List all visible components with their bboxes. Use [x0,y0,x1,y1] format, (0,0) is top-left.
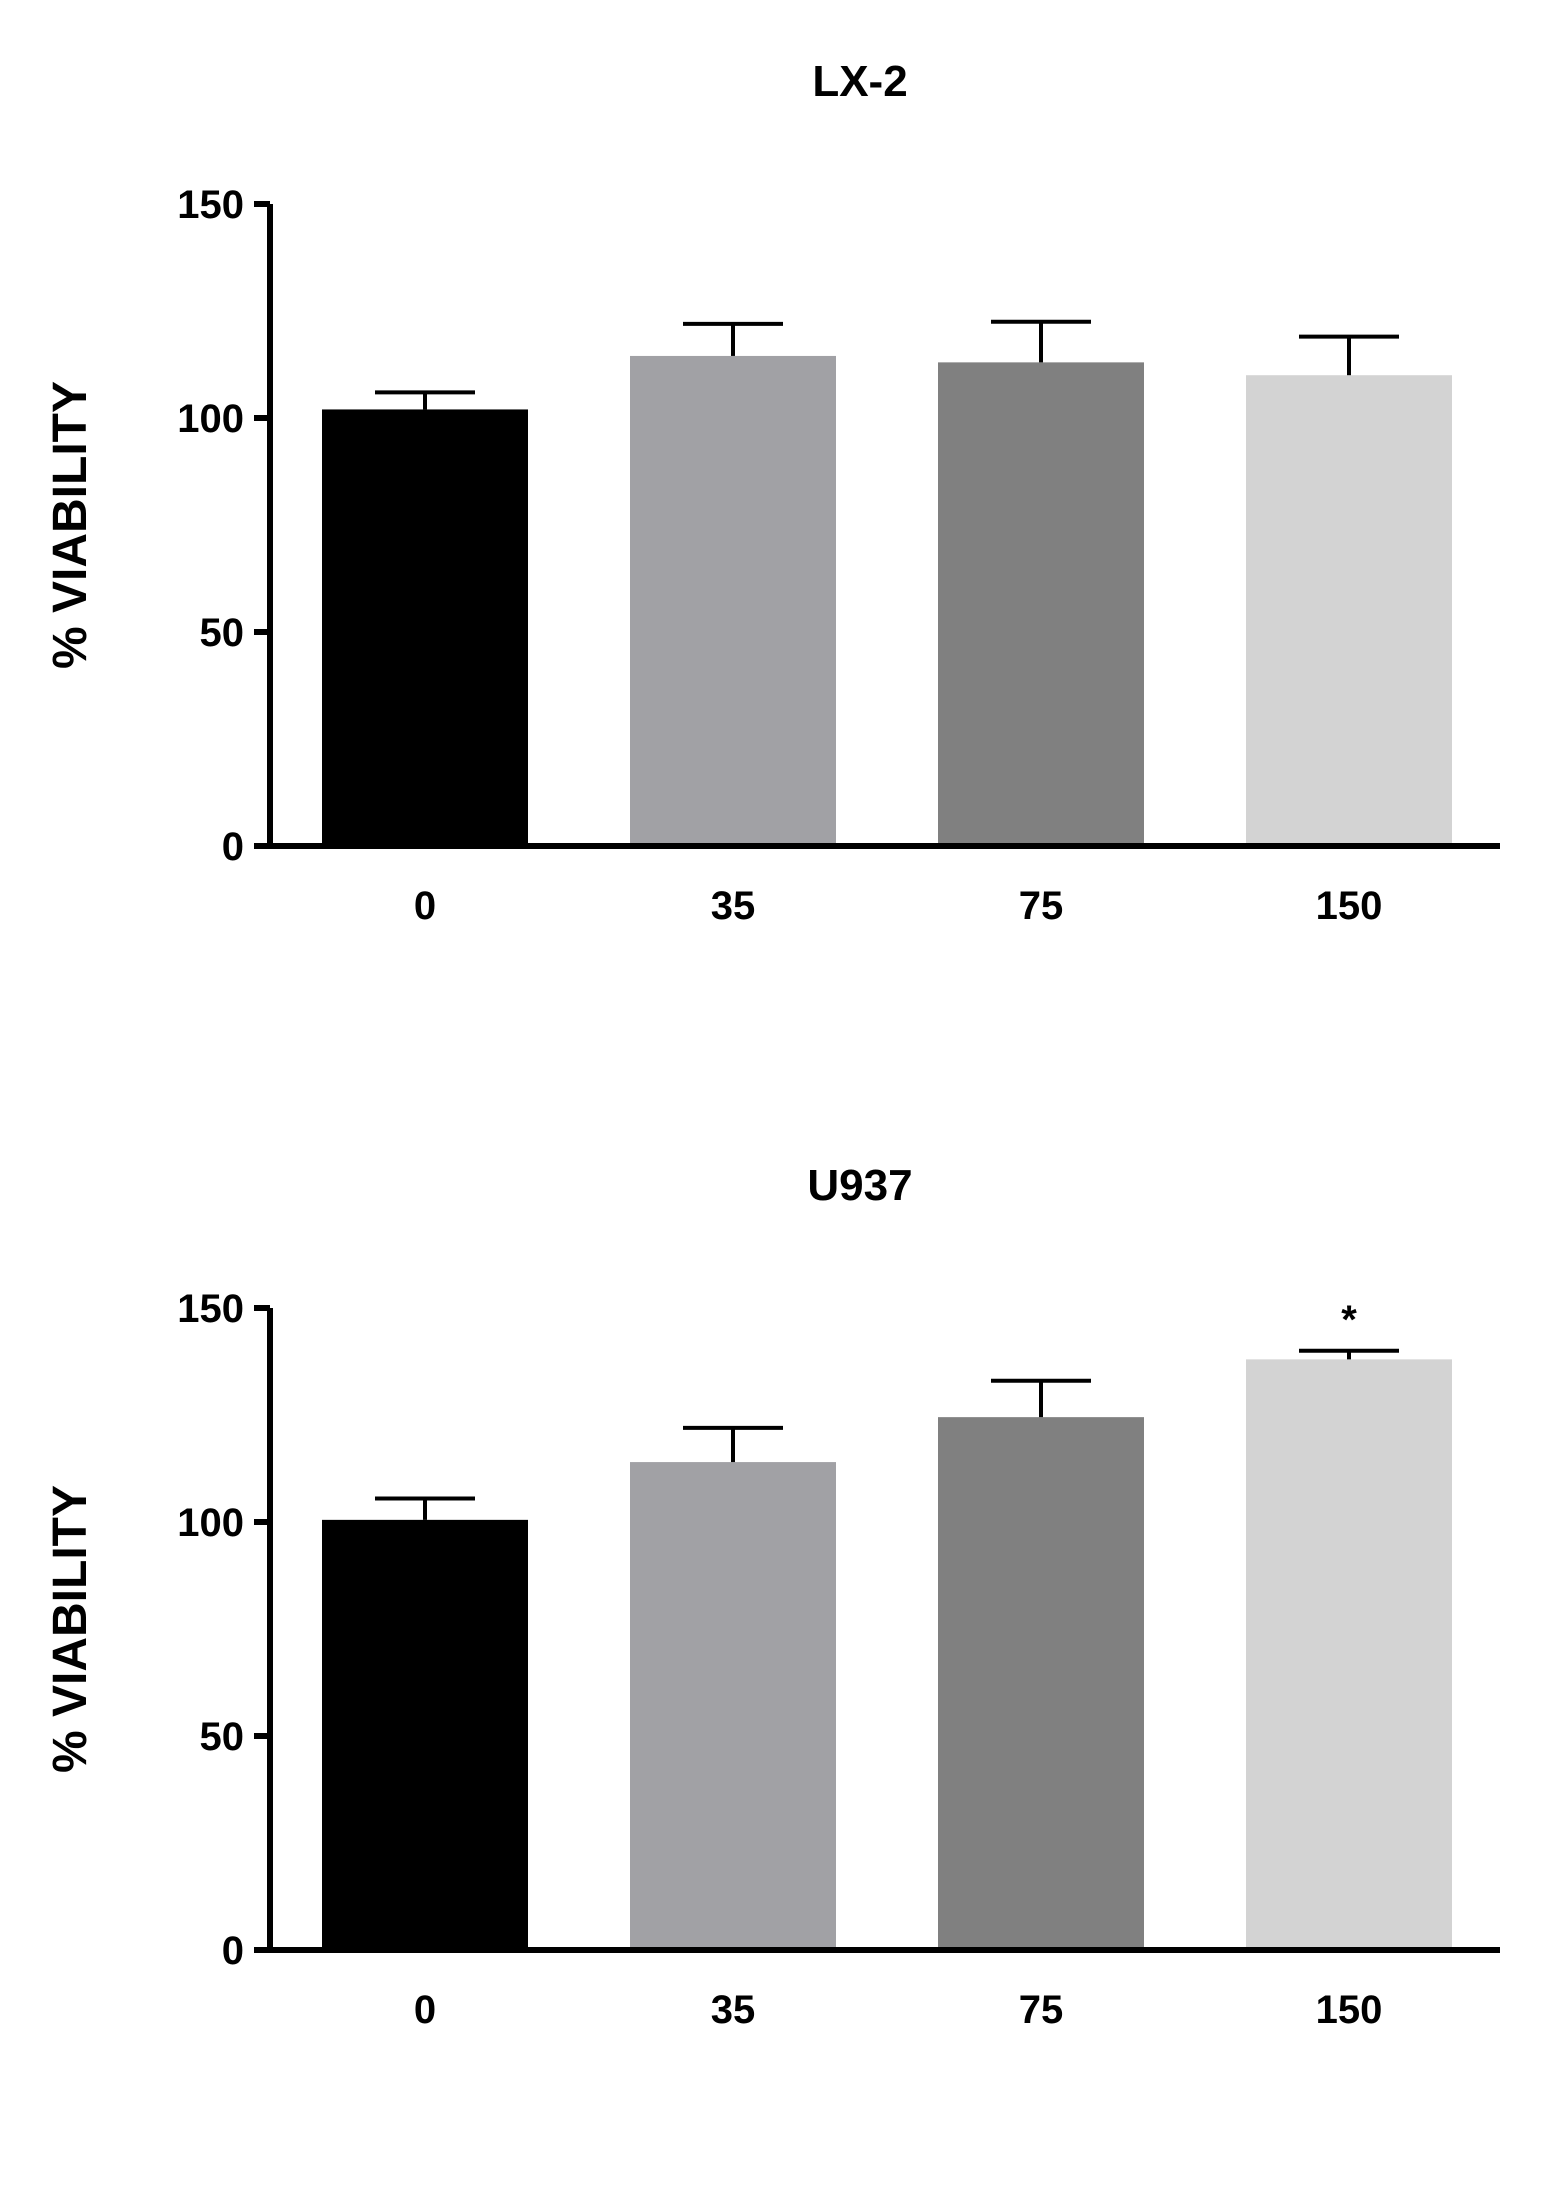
error-bar-150 [1299,334,1399,376]
chart-lx2: LX-2 % VIABILITY 0 35 75 150 0 50 100 150 [44,57,1500,928]
bar-150 [1246,1359,1452,1950]
bar-0 [322,1519,528,1950]
y-tick-label: 50 [200,611,245,655]
x-tick-label: 0 [414,1988,436,2032]
bar-0 [322,409,528,846]
y-tick-label: 0 [222,825,244,869]
x-tick-label: 75 [1019,1988,1064,2032]
x-tick-label: 35 [711,884,756,928]
error-bar-35 [683,1425,783,1463]
x-tick-label: 75 [1019,884,1064,928]
y-tick-label: 150 [177,1287,244,1331]
bar-35 [630,1462,836,1950]
x-tick-label: 150 [1316,1988,1383,2032]
y-tick-label: 100 [177,397,244,441]
error-bar-150 [1299,1348,1399,1360]
y-axis-label: % VIABILITY [44,381,97,669]
error-bar-0 [375,390,475,410]
chart-title: LX-2 [812,57,907,106]
y-tick-label: 150 [177,183,244,227]
error-bar-0 [375,1496,475,1520]
x-tick-label: 150 [1316,884,1383,928]
error-bar-35 [683,321,783,356]
y-tick-label: 50 [200,1715,245,1759]
bar-75 [938,362,1144,846]
chart-u937: U937 % VIABILITY 0 35 75 150 * 0 50 100 150 [44,1161,1500,2032]
x-tick-label: 0 [414,884,436,928]
x-tick-label: 35 [711,1988,756,2032]
error-bar-75 [991,319,1091,363]
y-axis-label: % VIABILITY [44,1485,97,1773]
y-tick-label: 0 [222,1929,244,1973]
significance-marker: * [1341,1298,1357,1342]
y-tick-label: 100 [177,1501,244,1545]
bar-150 [1246,375,1452,846]
error-bar-75 [991,1378,1091,1418]
bar-75 [938,1417,1144,1950]
chart-title: U937 [807,1161,912,1210]
bar-35 [630,355,836,846]
